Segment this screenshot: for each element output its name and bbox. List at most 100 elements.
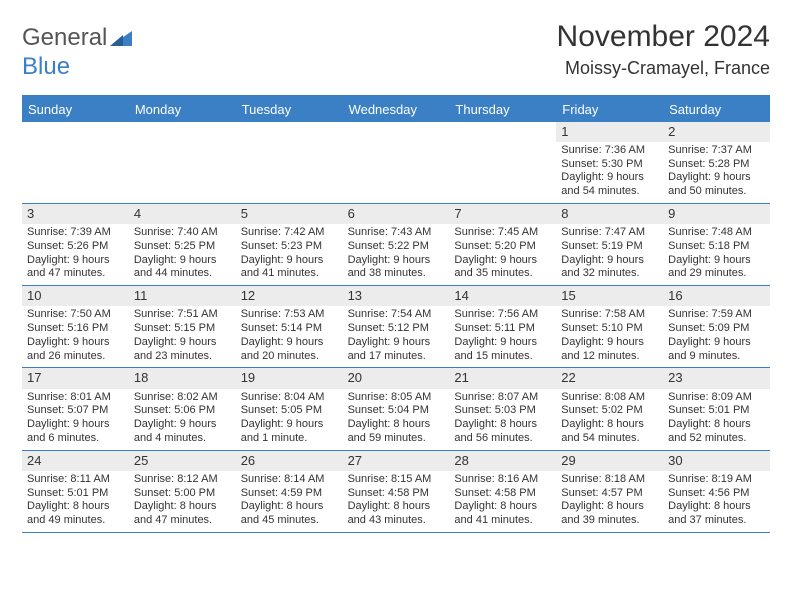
daylight-text: Daylight: 9 hours and 26 minutes.	[27, 336, 124, 364]
day-body: Sunrise: 8:04 AMSunset: 5:05 PMDaylight:…	[236, 389, 343, 450]
daylight-text: Daylight: 8 hours and 52 minutes.	[668, 418, 765, 446]
sunrise-text: Sunrise: 8:11 AM	[27, 473, 124, 487]
day-cell: 15Sunrise: 7:58 AMSunset: 5:10 PMDayligh…	[556, 286, 663, 367]
day-cell	[343, 122, 450, 203]
day-body: Sunrise: 7:58 AMSunset: 5:10 PMDaylight:…	[556, 306, 663, 367]
date-number: 23	[663, 368, 770, 388]
sunrise-text: Sunrise: 8:19 AM	[668, 473, 765, 487]
day-header: Sunday	[22, 97, 129, 122]
sunset-text: Sunset: 5:03 PM	[454, 404, 551, 418]
daylight-text: Daylight: 9 hours and 50 minutes.	[668, 171, 765, 199]
sunset-text: Sunset: 5:28 PM	[668, 158, 765, 172]
day-body: Sunrise: 8:11 AMSunset: 5:01 PMDaylight:…	[22, 471, 129, 532]
title-block: November 2024 Moissy-Cramayel, France	[557, 20, 770, 79]
day-body: Sunrise: 7:50 AMSunset: 5:16 PMDaylight:…	[22, 306, 129, 367]
day-cell: 16Sunrise: 7:59 AMSunset: 5:09 PMDayligh…	[663, 286, 770, 367]
sunrise-text: Sunrise: 7:56 AM	[454, 308, 551, 322]
sunrise-text: Sunrise: 7:47 AM	[561, 226, 658, 240]
day-body: Sunrise: 8:01 AMSunset: 5:07 PMDaylight:…	[22, 389, 129, 450]
day-cell: 9Sunrise: 7:48 AMSunset: 5:18 PMDaylight…	[663, 204, 770, 285]
day-body: Sunrise: 7:36 AMSunset: 5:30 PMDaylight:…	[556, 142, 663, 203]
day-cell: 25Sunrise: 8:12 AMSunset: 5:00 PMDayligh…	[129, 451, 236, 532]
sunrise-text: Sunrise: 7:36 AM	[561, 144, 658, 158]
date-number: 3	[22, 204, 129, 224]
day-cell: 23Sunrise: 8:09 AMSunset: 5:01 PMDayligh…	[663, 368, 770, 449]
sunrise-text: Sunrise: 7:53 AM	[241, 308, 338, 322]
day-cell	[449, 122, 556, 203]
day-header: Thursday	[449, 97, 556, 122]
date-number: 12	[236, 286, 343, 306]
sunrise-text: Sunrise: 8:05 AM	[348, 391, 445, 405]
sunset-text: Sunset: 5:02 PM	[561, 404, 658, 418]
sunset-text: Sunset: 5:09 PM	[668, 322, 765, 336]
date-number: 30	[663, 451, 770, 471]
day-cell: 22Sunrise: 8:08 AMSunset: 5:02 PMDayligh…	[556, 368, 663, 449]
day-cell: 27Sunrise: 8:15 AMSunset: 4:58 PMDayligh…	[343, 451, 450, 532]
date-number: 5	[236, 204, 343, 224]
day-cell: 4Sunrise: 7:40 AMSunset: 5:25 PMDaylight…	[129, 204, 236, 285]
daylight-text: Daylight: 8 hours and 49 minutes.	[27, 500, 124, 528]
day-cell: 20Sunrise: 8:05 AMSunset: 5:04 PMDayligh…	[343, 368, 450, 449]
day-cell: 7Sunrise: 7:45 AMSunset: 5:20 PMDaylight…	[449, 204, 556, 285]
day-cell: 11Sunrise: 7:51 AMSunset: 5:15 PMDayligh…	[129, 286, 236, 367]
day-cell: 21Sunrise: 8:07 AMSunset: 5:03 PMDayligh…	[449, 368, 556, 449]
date-number: 20	[343, 368, 450, 388]
sunrise-text: Sunrise: 7:42 AM	[241, 226, 338, 240]
day-cell	[236, 122, 343, 203]
day-cell: 3Sunrise: 7:39 AMSunset: 5:26 PMDaylight…	[22, 204, 129, 285]
date-number: 22	[556, 368, 663, 388]
sunset-text: Sunset: 5:14 PM	[241, 322, 338, 336]
daylight-text: Daylight: 9 hours and 32 minutes.	[561, 254, 658, 282]
day-header: Friday	[556, 97, 663, 122]
daylight-text: Daylight: 9 hours and 6 minutes.	[27, 418, 124, 446]
day-body: Sunrise: 8:16 AMSunset: 4:58 PMDaylight:…	[449, 471, 556, 532]
sunrise-text: Sunrise: 7:40 AM	[134, 226, 231, 240]
day-cell: 5Sunrise: 7:42 AMSunset: 5:23 PMDaylight…	[236, 204, 343, 285]
sunrise-text: Sunrise: 8:01 AM	[27, 391, 124, 405]
sunset-text: Sunset: 5:12 PM	[348, 322, 445, 336]
logo-triangle-icon	[110, 25, 132, 53]
weeks-container: 1Sunrise: 7:36 AMSunset: 5:30 PMDaylight…	[22, 122, 770, 533]
date-number: 4	[129, 204, 236, 224]
day-body: Sunrise: 7:54 AMSunset: 5:12 PMDaylight:…	[343, 306, 450, 367]
day-body: Sunrise: 8:08 AMSunset: 5:02 PMDaylight:…	[556, 389, 663, 450]
daylight-text: Daylight: 8 hours and 37 minutes.	[668, 500, 765, 528]
day-body: Sunrise: 8:19 AMSunset: 4:56 PMDaylight:…	[663, 471, 770, 532]
day-body: Sunrise: 7:47 AMSunset: 5:19 PMDaylight:…	[556, 224, 663, 285]
day-body: Sunrise: 7:39 AMSunset: 5:26 PMDaylight:…	[22, 224, 129, 285]
day-cell: 18Sunrise: 8:02 AMSunset: 5:06 PMDayligh…	[129, 368, 236, 449]
day-cell: 19Sunrise: 8:04 AMSunset: 5:05 PMDayligh…	[236, 368, 343, 449]
day-body: Sunrise: 7:59 AMSunset: 5:09 PMDaylight:…	[663, 306, 770, 367]
location: Moissy-Cramayel, France	[557, 58, 770, 79]
day-body: Sunrise: 7:48 AMSunset: 5:18 PMDaylight:…	[663, 224, 770, 285]
day-cell: 12Sunrise: 7:53 AMSunset: 5:14 PMDayligh…	[236, 286, 343, 367]
day-cell: 24Sunrise: 8:11 AMSunset: 5:01 PMDayligh…	[22, 451, 129, 532]
day-body: Sunrise: 7:53 AMSunset: 5:14 PMDaylight:…	[236, 306, 343, 367]
day-body: Sunrise: 8:02 AMSunset: 5:06 PMDaylight:…	[129, 389, 236, 450]
date-number: 27	[343, 451, 450, 471]
daylight-text: Daylight: 9 hours and 23 minutes.	[134, 336, 231, 364]
daylight-text: Daylight: 9 hours and 38 minutes.	[348, 254, 445, 282]
day-body: Sunrise: 7:43 AMSunset: 5:22 PMDaylight:…	[343, 224, 450, 285]
date-number: 10	[22, 286, 129, 306]
date-number: 28	[449, 451, 556, 471]
day-body: Sunrise: 8:15 AMSunset: 4:58 PMDaylight:…	[343, 471, 450, 532]
sunrise-text: Sunrise: 8:08 AM	[561, 391, 658, 405]
sunset-text: Sunset: 5:10 PM	[561, 322, 658, 336]
date-number: 25	[129, 451, 236, 471]
sunrise-text: Sunrise: 8:12 AM	[134, 473, 231, 487]
sunrise-text: Sunrise: 8:07 AM	[454, 391, 551, 405]
sunset-text: Sunset: 5:18 PM	[668, 240, 765, 254]
date-number: 24	[22, 451, 129, 471]
day-cell: 28Sunrise: 8:16 AMSunset: 4:58 PMDayligh…	[449, 451, 556, 532]
day-header: Wednesday	[343, 97, 450, 122]
date-number: 18	[129, 368, 236, 388]
day-body: Sunrise: 8:12 AMSunset: 5:00 PMDaylight:…	[129, 471, 236, 532]
sunrise-text: Sunrise: 7:39 AM	[27, 226, 124, 240]
day-body: Sunrise: 7:51 AMSunset: 5:15 PMDaylight:…	[129, 306, 236, 367]
week-row: 24Sunrise: 8:11 AMSunset: 5:01 PMDayligh…	[22, 451, 770, 533]
week-row: 3Sunrise: 7:39 AMSunset: 5:26 PMDaylight…	[22, 204, 770, 286]
header: GeneralBlue November 2024 Moissy-Cramaye…	[22, 20, 770, 81]
sunset-text: Sunset: 4:59 PM	[241, 487, 338, 501]
sunset-text: Sunset: 5:25 PM	[134, 240, 231, 254]
